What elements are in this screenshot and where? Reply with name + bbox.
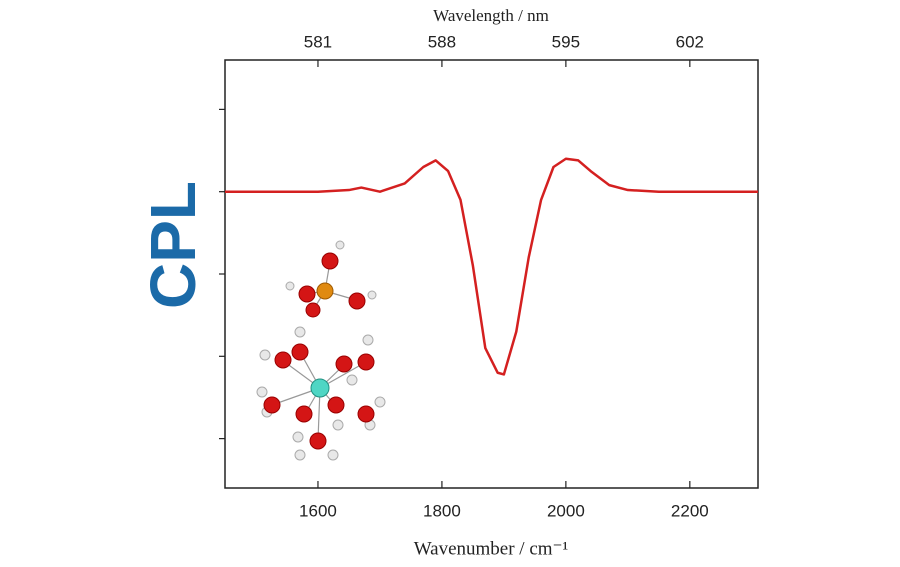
x-tick-label: 1600 [299,501,337,520]
plot-frame [224,59,759,489]
x-axis-title: Wavenumber / cm⁻¹ [414,538,569,559]
x2-tick-label: 602 [676,32,704,51]
molecule-illustration [256,240,386,461]
x-tick-label: 2000 [547,501,585,520]
x-tick-label: 1800 [423,501,461,520]
x2-axis-title: Wavelength / nm [433,6,549,25]
y-axis-title: CPL [137,181,209,309]
x-tick-label: 2200 [671,501,709,520]
x2-tick-label: 581 [304,32,332,51]
x2-tick-label: 595 [552,32,580,51]
data-line [225,157,758,376]
x2-tick-label: 588 [428,32,456,51]
